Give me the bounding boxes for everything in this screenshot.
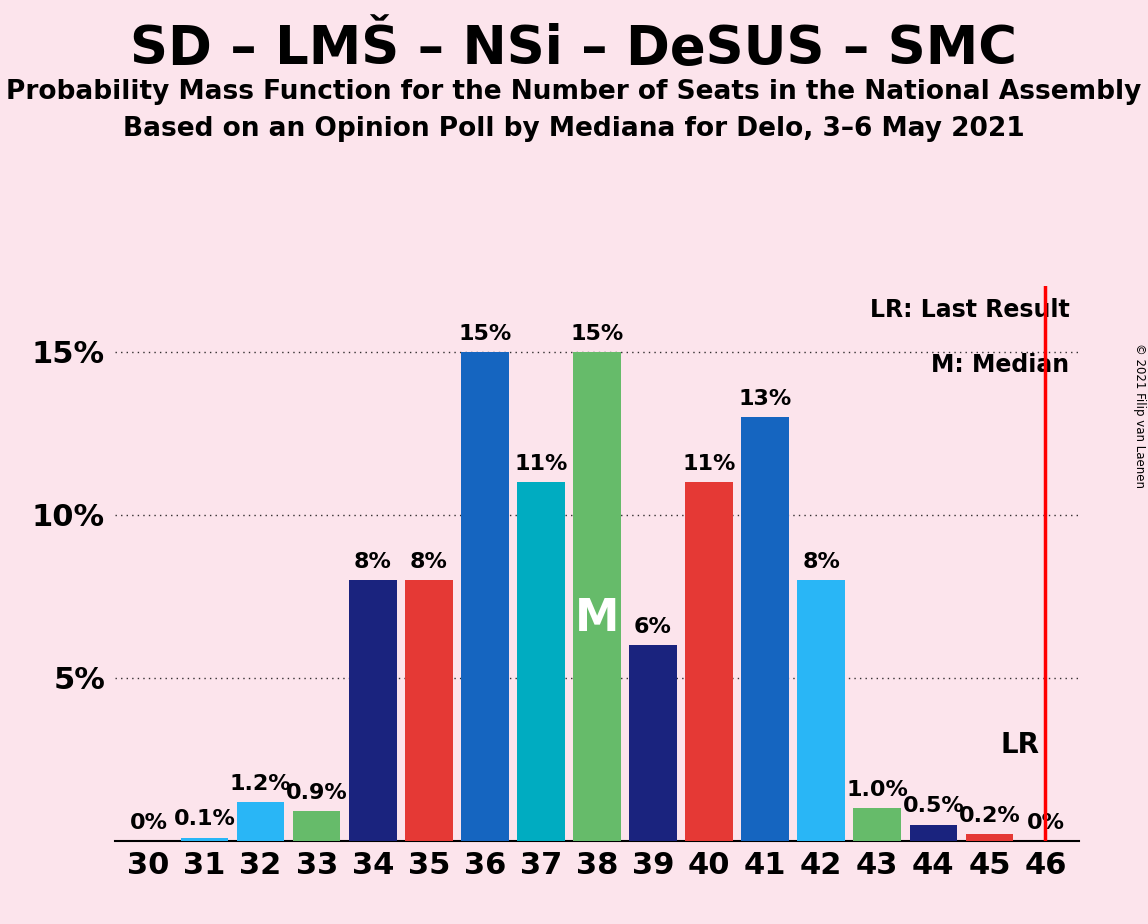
Text: 11%: 11% (514, 454, 567, 474)
Text: 13%: 13% (738, 389, 792, 408)
Bar (180, 837, 228, 841)
Bar (461, 352, 509, 841)
Text: 15%: 15% (458, 323, 512, 344)
Text: Probability Mass Function for the Number of Seats in the National Assembly: Probability Mass Function for the Number… (6, 79, 1142, 104)
Text: 15%: 15% (571, 323, 623, 344)
Bar (349, 580, 396, 841)
Bar (853, 808, 901, 841)
Bar (293, 811, 341, 841)
Text: 0.1%: 0.1% (173, 809, 235, 830)
Bar (965, 834, 1014, 841)
Bar (742, 417, 789, 841)
Text: SD – LMŠ – NSi – DeSUS – SMC: SD – LMŠ – NSi – DeSUS – SMC (131, 23, 1017, 75)
Bar (798, 580, 845, 841)
Text: 0.9%: 0.9% (286, 784, 348, 803)
Text: M: M (575, 597, 619, 640)
Text: 1.0%: 1.0% (846, 780, 908, 800)
Text: 0%: 0% (1026, 813, 1064, 833)
Text: 11%: 11% (682, 454, 736, 474)
Bar (909, 824, 957, 841)
Text: © 2021 Filip van Laenen: © 2021 Filip van Laenen (1133, 344, 1147, 488)
Bar (517, 482, 565, 841)
Bar (405, 580, 452, 841)
Text: LR: LR (1001, 731, 1040, 760)
Text: 6%: 6% (634, 617, 672, 637)
Bar (236, 802, 285, 841)
Text: 0.5%: 0.5% (902, 796, 964, 817)
Text: Based on an Opinion Poll by Mediana for Delo, 3–6 May 2021: Based on an Opinion Poll by Mediana for … (123, 116, 1025, 141)
Bar (629, 645, 677, 841)
Text: 0.2%: 0.2% (959, 806, 1021, 826)
Text: 8%: 8% (410, 552, 448, 572)
Text: 0%: 0% (130, 813, 168, 833)
Text: LR: Last Result: LR: Last Result (870, 298, 1070, 322)
Text: 1.2%: 1.2% (230, 773, 292, 794)
Bar (685, 482, 732, 841)
Text: 8%: 8% (802, 552, 840, 572)
Bar (573, 352, 621, 841)
Text: M: Median: M: Median (931, 353, 1070, 377)
Text: 8%: 8% (354, 552, 391, 572)
